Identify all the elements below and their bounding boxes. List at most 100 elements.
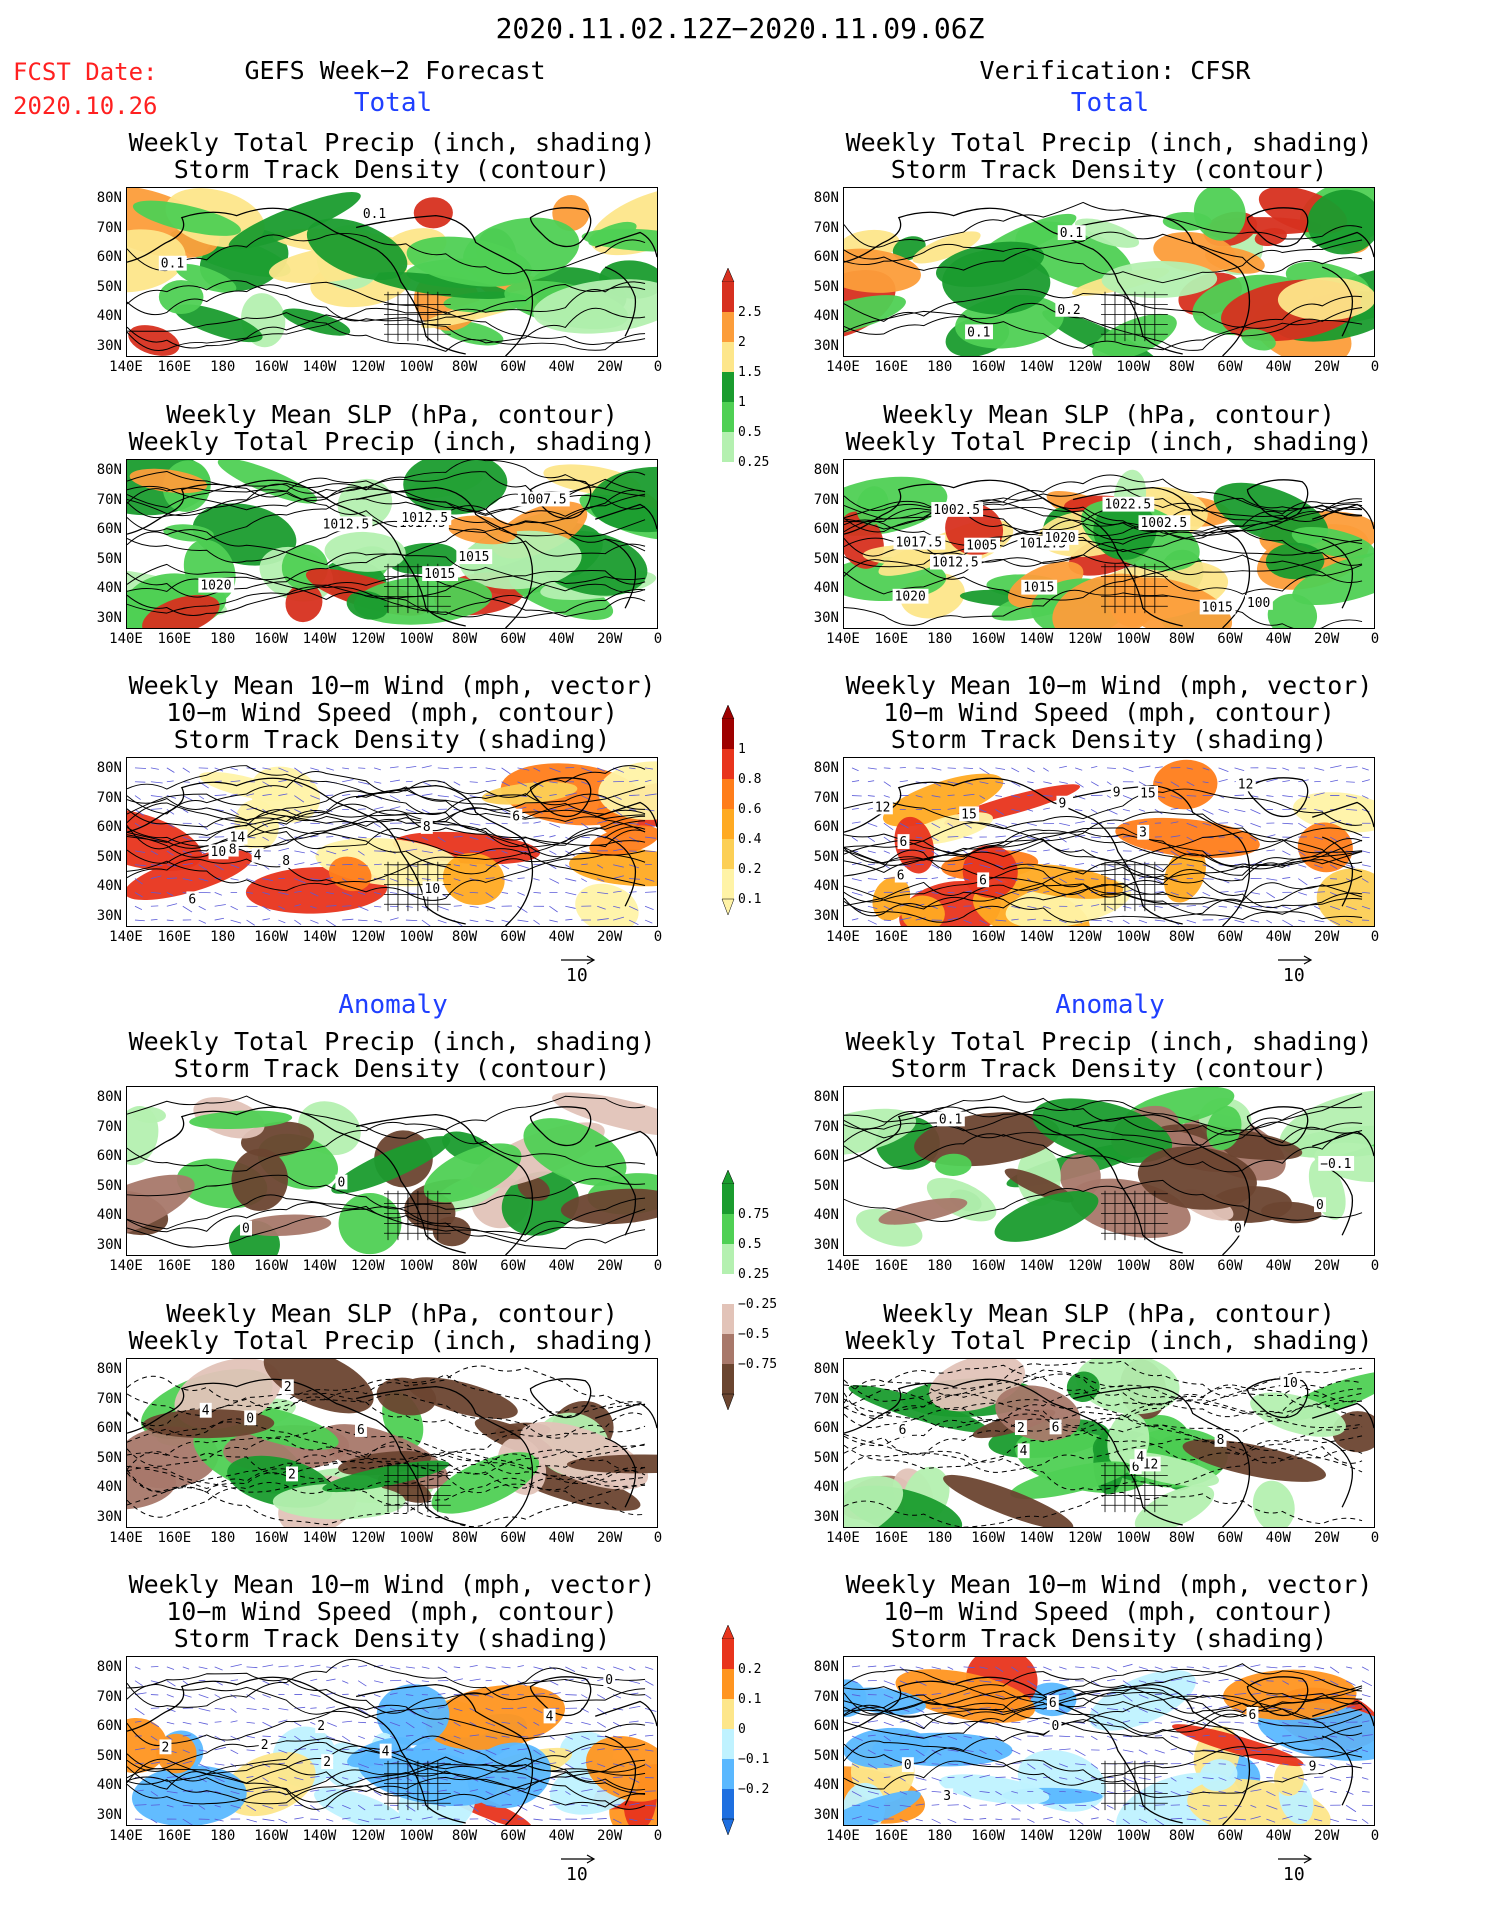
lon-tick-label: 100W [1116,631,1151,647]
lon-tick-label: 60W [500,929,526,945]
panel-11-contour-label-0: 0 [1049,1718,1062,1734]
lon-tick-label: 120W [350,1828,385,1844]
colorbar-label: 1.5 [738,365,761,380]
panel-4-contour-label-4: 14 [227,829,248,845]
vector-reference-label: 10 [566,965,588,986]
panel-3-contour-label-2: 1002.5 [931,502,984,518]
lon-tick-label: 60W [1217,359,1243,375]
panel-9-title-line-0: Weekly Mean SLP (hPa, contour) [883,1299,1335,1328]
lat-tick-label: 30N [813,907,839,924]
panel-7-contour-label-2: 0 [1314,1197,1326,1213]
lon-tick-label: 160W [971,631,1005,647]
lon-tick-label: 140W [1019,1258,1054,1274]
svg-text:0: 0 [904,1758,912,1773]
lat-tick-label: 80N [813,1659,839,1675]
vector-reference-label: 10 [566,1864,588,1885]
panel-9-title-line-1: Weekly Total Precip (inch, shading) [845,1326,1373,1355]
lon-tick-label: 160E [157,1530,192,1546]
svg-text:9: 9 [1113,786,1121,801]
lon-tick-label: 20W [596,1828,623,1844]
svg-text:1020: 1020 [1045,531,1076,546]
colorbar-label: 0.2 [738,1662,761,1677]
svg-text:6: 6 [1052,1420,1060,1435]
lon-tick-label: 120W [350,1258,385,1274]
svg-text:4: 4 [382,1745,390,1760]
colorbar-storm-anom: 0.2 0.1 0 −0.1 −0.2 [721,1625,769,1836]
lon-tick-label: 180 [210,1258,236,1274]
panel-9-contour-label-7: 4 [1134,1449,1147,1465]
panel-10-contour-label-2: 2 [321,1754,334,1770]
lon-tick-label: 0 [1370,1258,1380,1274]
lon-tick-label: 20W [1313,359,1340,375]
map-panel-right-5: 12 6 6 9 15 6 12 3 15 9 [843,757,1375,927]
panel-3-contour-label-3: 100 [1244,595,1273,611]
lat-tick-label: 60N [96,249,122,265]
panel-5-contour-label-6: 12 [1235,776,1256,792]
lon-tick-label: 180 [927,929,953,945]
lat-tick-label: 60N [813,249,839,265]
panel-10-title-line-1: 10−m Wind Speed (mph, contour) [166,1597,618,1626]
panel-6-title-line-1: Storm Track Density (contour) [173,1054,611,1083]
svg-text:10: 10 [211,845,227,860]
panel-3-contour-label-0: 1005 [964,537,1001,554]
lon-tick-label: 180 [210,631,236,647]
panel-11-title-line-0: Weekly Mean 10−m Wind (mph, vector) [845,1570,1373,1599]
left-total-label: Total [353,88,433,118]
panel-9-contour-label-3: 6 [1129,1459,1142,1475]
panel-5-contour-label-4: 15 [959,806,980,822]
lat-tick-label: 70N [813,1688,839,1705]
lon-tick-label: 140W [302,1828,337,1844]
lat-tick-label: 50N [96,1449,122,1466]
svg-text:0: 0 [1316,1198,1324,1213]
lon-tick-label: 100W [1116,1828,1151,1844]
lon-tick-label: 20W [596,631,623,647]
panel-3-contour-label-5: 1020 [1042,530,1079,546]
svg-text:4: 4 [1020,1444,1028,1459]
lon-tick-label: 160W [971,1258,1005,1274]
lon-tick-label: 0 [1370,1530,1380,1546]
lat-tick-label: 30N [813,609,839,626]
panel-6-contour-label-1: 0 [240,1220,252,1237]
lon-tick-label: 60W [500,1530,526,1546]
lon-tick-label: 120W [350,929,385,945]
lon-tick-label: 80W [451,1258,478,1274]
lon-tick-label: 160E [874,929,909,945]
lat-tick-label: 40N [813,1479,839,1495]
svg-text:8: 8 [282,854,290,869]
lon-tick-label: 60W [500,359,526,375]
lon-tick-label: 160E [874,1530,909,1546]
svg-text:100: 100 [1247,596,1270,611]
lat-tick-label: 30N [96,1806,122,1823]
lon-tick-label: 140W [302,929,337,945]
lat-tick-label: 50N [813,1177,839,1194]
panel-10-contour-label-1: 2 [159,1739,172,1755]
svg-text:0: 0 [1052,1719,1060,1734]
svg-text:2: 2 [288,1467,296,1482]
panel-4-contour-label-8: 8 [226,841,239,858]
lat-tick-label: 80N [96,1089,122,1105]
colorbar-label: −0.75 [738,1357,777,1372]
lat-tick-label: 50N [96,550,122,567]
lon-tick-label: 80W [1168,631,1195,647]
svg-text:8: 8 [229,843,237,858]
vector-reference-arrow [1278,955,1313,965]
svg-text:2: 2 [323,1755,331,1770]
panel-2-contour-label-5: 1012.5 [399,510,452,526]
lon-tick-label: 160W [971,1828,1005,1844]
lon-tick-label: 160E [157,631,192,647]
svg-text:1012.5: 1012.5 [323,517,370,532]
panel-8-contour-label-1: 4 [199,1402,212,1419]
lon-tick-label: 60W [500,1258,526,1274]
panel-4-contour-label-1: 8 [280,853,293,869]
colorbar-precip-anom: 0.75 0.5 0.25 −0.25 −0.5 −0.75 [721,1170,777,1411]
panel-3-contour-label-8: 1015 [1199,599,1236,615]
lon-tick-label: 0 [653,929,663,945]
panel-8-contour-label-4: 2 [286,1466,298,1482]
lat-tick-label: 50N [96,278,122,295]
panel-4-title-line-2: Storm Track Density (shading) [173,725,611,754]
panel-11-contour-label-3: 3 [941,1788,954,1804]
lon-tick-label: 40W [548,1258,574,1274]
left-column-title: GEFS Week−2 Forecast [244,56,546,85]
lon-tick-label: 100W [1116,1530,1151,1546]
lon-tick-label: 20W [596,929,623,945]
